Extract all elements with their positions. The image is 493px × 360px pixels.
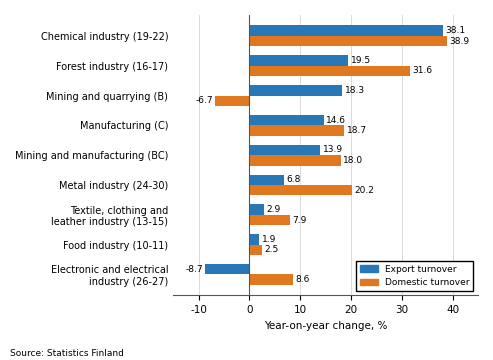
- Bar: [249, 215, 289, 225]
- Bar: [249, 175, 284, 185]
- Text: 6.8: 6.8: [286, 175, 301, 184]
- Text: 2.9: 2.9: [267, 205, 281, 214]
- Text: 18.7: 18.7: [347, 126, 367, 135]
- Bar: [249, 234, 259, 245]
- Bar: [249, 155, 341, 166]
- X-axis label: Year-on-year change, %: Year-on-year change, %: [264, 321, 387, 330]
- Bar: [249, 55, 349, 66]
- Text: 13.9: 13.9: [322, 145, 343, 154]
- Bar: [249, 26, 443, 36]
- Bar: [249, 185, 352, 195]
- Bar: [249, 36, 447, 46]
- Bar: [249, 125, 345, 136]
- Text: 20.2: 20.2: [354, 186, 375, 195]
- Text: -8.7: -8.7: [185, 265, 203, 274]
- Text: 14.6: 14.6: [326, 116, 346, 125]
- Text: 8.6: 8.6: [296, 275, 310, 284]
- Text: 18.0: 18.0: [344, 156, 363, 165]
- Bar: [249, 66, 410, 76]
- Text: 38.9: 38.9: [450, 37, 470, 46]
- Bar: [249, 204, 264, 215]
- Bar: [215, 95, 249, 106]
- Text: 38.1: 38.1: [446, 26, 465, 35]
- Text: 31.6: 31.6: [413, 66, 432, 75]
- Bar: [249, 245, 262, 255]
- Bar: [249, 145, 320, 155]
- Text: 7.9: 7.9: [292, 216, 307, 225]
- Bar: [249, 115, 323, 125]
- Text: -6.7: -6.7: [195, 96, 213, 105]
- Bar: [205, 264, 249, 274]
- Text: 18.3: 18.3: [345, 86, 365, 95]
- Bar: [249, 85, 342, 95]
- Text: Source: Statistics Finland: Source: Statistics Finland: [10, 349, 124, 358]
- Text: 2.5: 2.5: [265, 246, 279, 255]
- Text: 19.5: 19.5: [351, 56, 371, 65]
- Bar: [249, 274, 293, 285]
- Text: 1.9: 1.9: [262, 235, 276, 244]
- Legend: Export turnover, Domestic turnover: Export turnover, Domestic turnover: [356, 261, 473, 291]
